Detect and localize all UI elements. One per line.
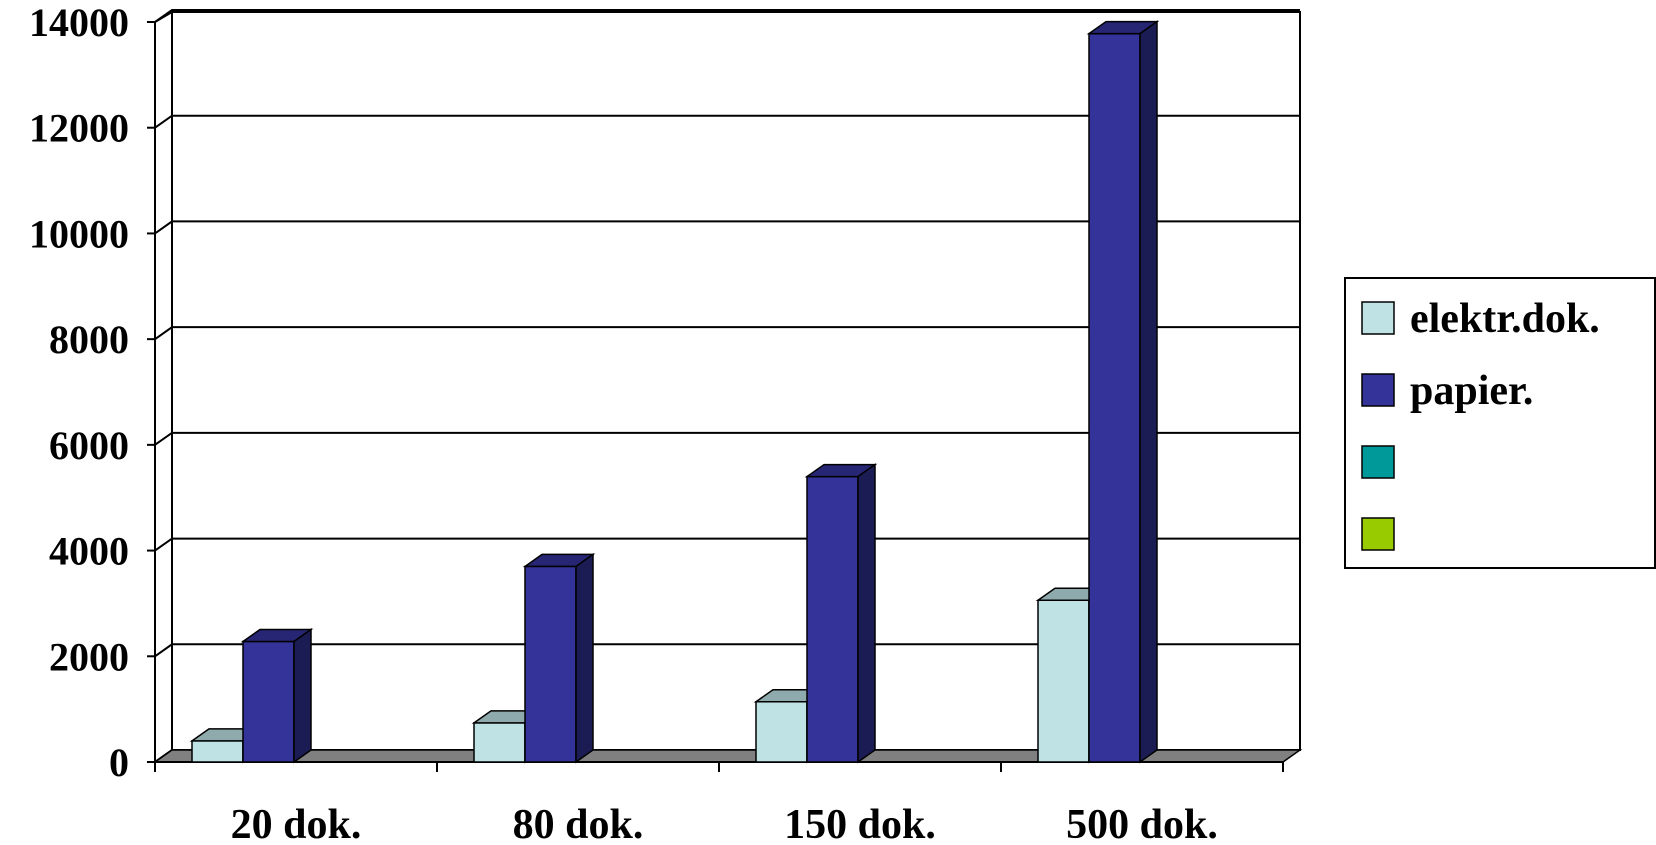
x-tick-label: 20 dok. (231, 802, 362, 845)
legend: elektr.dok. papier. (1344, 277, 1656, 569)
bars (189, 20, 1160, 764)
legend-swatch (1361, 301, 1395, 335)
legend-item: elektr.dok. (1361, 296, 1600, 342)
bar (1086, 20, 1160, 764)
bar (804, 463, 878, 764)
gridline (154, 537, 1300, 552)
x-tick-label: 150 dok. (784, 802, 936, 845)
y-tick-label: 10000 (29, 211, 129, 256)
x-axis (154, 761, 1284, 772)
bar (522, 552, 596, 764)
gridlines (154, 9, 1300, 658)
legend-item (1361, 517, 1395, 551)
y-tick-label: 0 (109, 740, 129, 785)
legend-swatch (1361, 517, 1395, 551)
y-tick-label: 2000 (49, 634, 129, 679)
y-tick-label: 14000 (29, 0, 129, 45)
legend-item: papier. (1361, 368, 1533, 414)
y-axis (147, 21, 156, 763)
legend-box (1344, 277, 1656, 569)
gridline (154, 9, 1300, 23)
legend-label: elektr.dok. (1410, 296, 1600, 342)
y-tick-label: 4000 (49, 529, 129, 574)
legend-item (1361, 445, 1395, 479)
gridline (154, 326, 1300, 340)
x-tick-label: 500 dok. (1066, 802, 1218, 845)
gridline (154, 643, 1300, 658)
legend-label: papier. (1410, 368, 1533, 414)
x-tick-labels: 20 dok. 80 dok. 150 dok. 500 dok. (231, 802, 1218, 845)
gridline (154, 431, 1300, 446)
bar (240, 628, 314, 764)
y-tick-label: 8000 (49, 317, 129, 362)
gridline (154, 114, 1300, 129)
legend-swatch (1361, 373, 1395, 407)
y-tick-label: 12000 (29, 106, 129, 151)
gridline (154, 220, 1300, 235)
legend-swatch (1361, 445, 1395, 479)
y-tick-label: 6000 (49, 423, 129, 468)
x-tick-label: 80 dok. (513, 802, 644, 845)
y-tick-labels: 0 2000 4000 6000 8000 10000 12000 14000 (29, 0, 129, 785)
